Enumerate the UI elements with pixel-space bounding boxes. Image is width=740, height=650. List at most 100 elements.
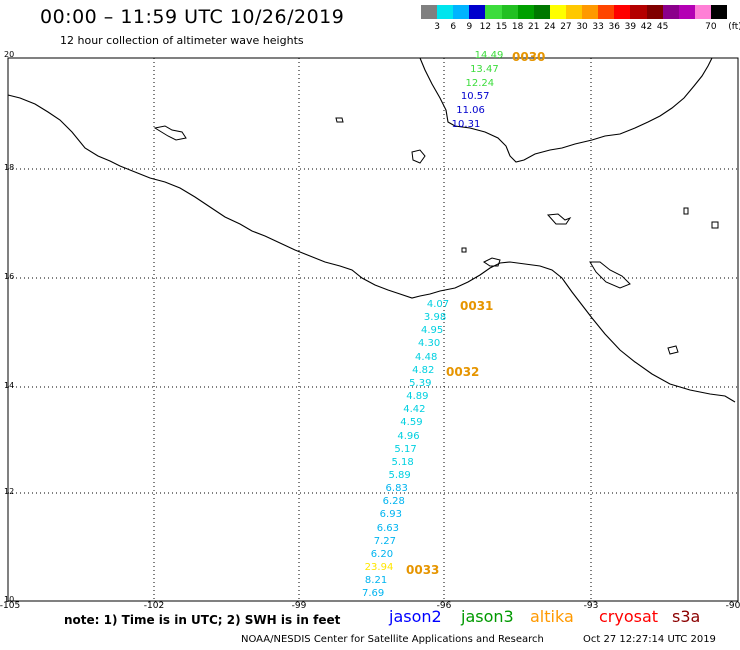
legend-label-3: 3 bbox=[434, 22, 440, 32]
wave-value-pass1-3: 10.57 bbox=[460, 91, 490, 103]
island-7 bbox=[461, 247, 467, 253]
satellite-jason2: jason2 bbox=[389, 607, 442, 626]
wave-value-pass2-6: 5.39 bbox=[409, 377, 432, 389]
map-frame bbox=[7, 57, 739, 602]
legend-swatch-1 bbox=[437, 5, 454, 19]
lon-label--96: -96 bbox=[436, 601, 452, 611]
lat-label-10: 10 bbox=[4, 595, 15, 604]
wave-value-pass2-7: 4.89 bbox=[406, 391, 429, 403]
satellite-jason3: jason3 bbox=[461, 607, 514, 626]
legend-label-30: 30 bbox=[576, 22, 588, 32]
time-label-0031: 0031 bbox=[460, 299, 494, 313]
coastline bbox=[7, 94, 736, 403]
legend-swatch-3 bbox=[469, 5, 486, 19]
wave-value-pass1-1: 13.47 bbox=[470, 63, 499, 75]
legend-label-15: 15 bbox=[495, 22, 508, 32]
island-8 bbox=[667, 345, 679, 355]
legend-swatch-10 bbox=[582, 5, 599, 19]
island-3 bbox=[546, 213, 572, 225]
legend-swatch-17 bbox=[694, 5, 711, 19]
island-5 bbox=[483, 257, 501, 267]
wave-value-pass2-11: 5.17 bbox=[394, 443, 417, 455]
wave-value-pass1-4: 11.06 bbox=[456, 105, 485, 117]
legend-swatch-4 bbox=[485, 5, 502, 19]
wave-value-pass2-17: 6.63 bbox=[376, 522, 399, 534]
legend-label-18: 18 bbox=[511, 22, 524, 32]
legend-swatch-6 bbox=[517, 5, 534, 19]
wave-value-pass1-2: 12.24 bbox=[465, 77, 495, 89]
island-10 bbox=[683, 207, 689, 215]
island-4 bbox=[589, 261, 631, 289]
legend-label-9: 9 bbox=[466, 22, 473, 32]
island-6 bbox=[335, 117, 344, 123]
legend-swatch-12 bbox=[614, 5, 631, 19]
legend-label-33: 33 bbox=[592, 22, 604, 32]
time-label-0030: 0030 bbox=[512, 50, 546, 64]
wave-value-pass2-21: 8.21 bbox=[364, 575, 388, 587]
lat-label-16: 16 bbox=[4, 272, 15, 281]
color-legend-bar bbox=[421, 5, 728, 19]
wave-value-pass2-13: 5.89 bbox=[388, 469, 411, 481]
wave-value-pass2-10: 4.96 bbox=[397, 430, 420, 442]
lon-label--105: -105 bbox=[0, 601, 21, 611]
legend-swatch-16 bbox=[678, 5, 695, 19]
wave-value-pass2-5: 4.82 bbox=[412, 364, 435, 376]
coastline-gulf bbox=[419, 57, 713, 163]
lat-label-18: 18 bbox=[4, 163, 15, 172]
satellite-cryosat: cryosat bbox=[599, 607, 659, 626]
legend-swatch-7 bbox=[533, 5, 550, 19]
legend-swatch-11 bbox=[598, 5, 615, 19]
legend-swatch-0 bbox=[421, 5, 438, 19]
legend-swatch-8 bbox=[549, 5, 566, 19]
lat-label-14: 14 bbox=[4, 381, 15, 390]
legend-label-70: 70 bbox=[705, 22, 717, 32]
lon-label--102: -102 bbox=[143, 601, 165, 611]
island-1 bbox=[411, 149, 426, 164]
lat-lon-grid bbox=[8, 58, 737, 601]
lon-label--99: -99 bbox=[291, 601, 307, 611]
island-9 bbox=[711, 221, 719, 229]
satellite-altika: altika bbox=[530, 607, 574, 626]
lat-label-12: 12 bbox=[4, 487, 15, 496]
lon-label--90: -90 bbox=[725, 601, 740, 611]
wave-value-pass1-0: 14.49 bbox=[474, 50, 504, 61]
page-title: 00:00 – 11:59 UTC 10/26/2019 bbox=[40, 6, 345, 28]
wave-value-pass2-22: 7.69 bbox=[361, 588, 385, 600]
legend-swatch-9 bbox=[565, 5, 583, 19]
island-2 bbox=[153, 125, 187, 141]
wave-value-pass2-1: 3.98 bbox=[423, 312, 447, 324]
legend-swatch-2 bbox=[453, 5, 470, 19]
wave-value-pass2-3: 4.30 bbox=[418, 338, 441, 350]
satellite-s3a: s3a bbox=[672, 607, 701, 626]
wave-value-pass2-20: 23.94 bbox=[364, 562, 394, 573]
legend-label-42: 42 bbox=[640, 22, 653, 32]
legend-label-12: 12 bbox=[479, 22, 492, 32]
wave-value-pass2-8: 4.42 bbox=[403, 404, 426, 416]
wave-value-pass2-9: 4.59 bbox=[400, 417, 423, 429]
legend-label-39: 39 bbox=[624, 22, 637, 32]
legend-swatch-13 bbox=[630, 5, 647, 19]
wave-value-pass2-16: 6.93 bbox=[379, 509, 402, 521]
wave-value-pass2-0: 4.07 bbox=[426, 299, 450, 310]
wave-value-pass2-14: 6.83 bbox=[385, 483, 408, 495]
legend-label-27: 27 bbox=[560, 22, 572, 32]
legend-swatch-15 bbox=[662, 5, 679, 19]
footer-note: note: 1) Time is in UTC; 2) SWH is in fe… bbox=[64, 613, 341, 627]
legend-swatch-14 bbox=[646, 5, 663, 19]
legend-unit: (ft) bbox=[728, 22, 740, 32]
time-label-0033: 0033 bbox=[406, 563, 440, 577]
legend-label-21: 21 bbox=[528, 22, 540, 32]
credit-line: NOAA/NESDIS Center for Satellite Applica… bbox=[241, 634, 544, 645]
wave-value-pass2-19: 6.20 bbox=[370, 548, 394, 560]
wave-value-pass2-12: 5.18 bbox=[391, 456, 414, 468]
legend-label-45: 45 bbox=[656, 22, 669, 32]
wave-value-pass2-15: 6.28 bbox=[382, 496, 405, 508]
wave-value-pass1-5: 10.31 bbox=[451, 119, 481, 130]
legend-label-6: 6 bbox=[450, 22, 457, 32]
wave-value-pass2-4: 4.48 bbox=[415, 351, 438, 363]
page-subtitle: 12 hour collection of altimeter wave hei… bbox=[60, 34, 304, 47]
legend-label-36: 36 bbox=[608, 22, 620, 32]
